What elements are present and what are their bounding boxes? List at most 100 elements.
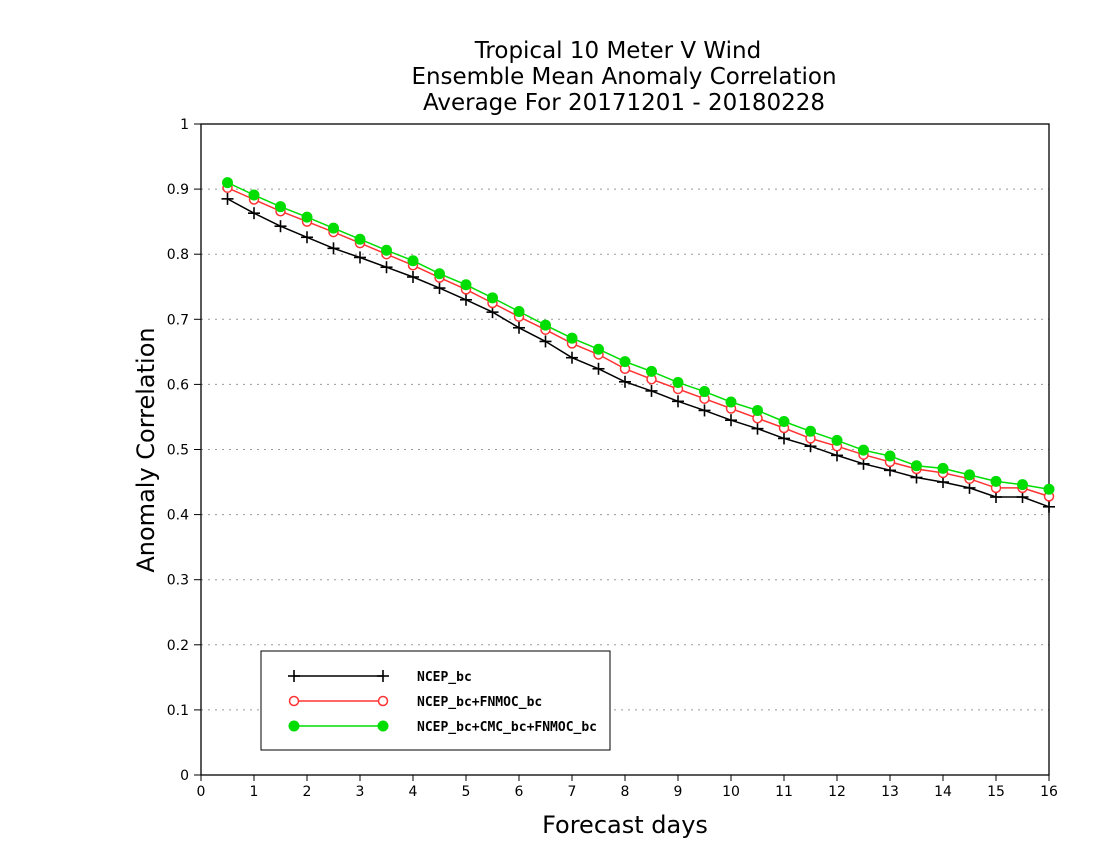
data-point <box>380 261 393 274</box>
data-point <box>539 335 552 348</box>
series-NCEP_bc <box>221 192 1055 513</box>
y-tick-label: 1 <box>180 117 189 133</box>
x-tick-label: 13 <box>881 784 899 800</box>
data-point <box>725 396 737 408</box>
chart-title-line-1: Tropical 10 Meter V Wind <box>474 38 761 64</box>
data-point <box>487 292 498 304</box>
data-point <box>460 279 472 291</box>
x-tick-label: 4 <box>409 784 418 800</box>
x-tick-label: 0 <box>197 784 206 800</box>
data-point <box>884 450 896 462</box>
chart-title-line-2: Ensemble Mean Anomaly Correlation <box>411 64 836 90</box>
x-tick-label: 12 <box>828 784 846 800</box>
legend-marker <box>288 695 300 707</box>
data-point <box>540 319 551 331</box>
data-point <box>698 404 711 417</box>
series-NCEP_bc+FNMOC_bc <box>222 182 1055 502</box>
data-point <box>301 211 313 223</box>
y-tick-label: 0.6 <box>167 377 189 393</box>
series-line <box>227 181 1050 490</box>
data-point <box>751 422 764 435</box>
data-point <box>513 305 525 317</box>
data-point <box>513 321 525 334</box>
data-point <box>354 251 366 264</box>
x-tick-label: 14 <box>934 784 952 800</box>
x-tick-label: 3 <box>356 784 365 800</box>
data-point <box>566 332 578 344</box>
x-tick-label: 6 <box>515 784 524 800</box>
data-point <box>805 425 816 437</box>
data-point <box>221 192 234 205</box>
x-tick-label: 11 <box>775 784 793 800</box>
x-tick-label: 2 <box>303 784 312 800</box>
legend-entry: NCEP_bc+FNMOC_bc <box>288 695 542 710</box>
data-point <box>248 207 260 220</box>
x-axis-title: Forecast days <box>542 811 708 839</box>
data-point <box>645 384 658 397</box>
y-tick-label: 0.3 <box>167 573 189 589</box>
data-point <box>248 189 260 201</box>
data-point <box>619 356 631 368</box>
data-point <box>407 270 419 283</box>
chart-title-line-3: Average For 20171201 - 20180228 <box>423 90 825 116</box>
y-tick-label: 0.5 <box>167 443 189 459</box>
data-point <box>1043 483 1055 495</box>
data-point <box>990 475 1002 487</box>
legend-marker <box>288 670 300 682</box>
data-point <box>381 244 392 256</box>
y-tick-label: 0.9 <box>167 182 189 198</box>
data-point <box>354 233 366 245</box>
axis-ticks: 00.10.20.30.40.50.60.70.80.910 1 2 3 4 5 6 7 8 9 1… <box>167 117 1058 800</box>
data-point <box>222 177 233 189</box>
data-point <box>1017 479 1028 491</box>
legend-marker <box>288 720 300 732</box>
series-layer <box>221 177 1055 513</box>
legend-entry: NCEP_bc <box>288 670 472 685</box>
y-tick-label: 0.1 <box>167 703 189 719</box>
data-point <box>407 255 419 267</box>
data-point <box>619 375 631 388</box>
data-point <box>725 414 737 427</box>
y-tick-label: 0.4 <box>167 508 189 524</box>
data-point <box>752 404 763 416</box>
data-point <box>831 434 843 446</box>
data-point <box>592 362 605 375</box>
x-tick-label: 7 <box>568 784 577 800</box>
data-point <box>433 282 446 295</box>
legend-label: NCEP_bc <box>417 670 472 685</box>
data-point <box>327 242 340 255</box>
grid-lines <box>201 188 1049 711</box>
series-line <box>227 187 1050 498</box>
legend-entry: NCEP_bc+CMC_bc+FNMOC_bc <box>288 720 597 735</box>
legend-label: NCEP_bc+FNMOC_bc <box>417 695 542 710</box>
data-point <box>672 395 684 408</box>
x-tick-label: 1 <box>250 784 259 800</box>
data-point <box>646 365 657 377</box>
x-tick-label: 15 <box>987 784 1005 800</box>
data-point <box>1043 500 1055 513</box>
x-tick-label: 8 <box>621 784 630 800</box>
y-tick-label: 0.8 <box>167 247 189 263</box>
y-tick-label: 0 <box>180 768 189 784</box>
legend: NCEP_bc NCEP_bc+FNMOC_bc NCEP_bc+CMC_bc+FN… <box>260 650 611 751</box>
data-point <box>672 376 684 388</box>
data-point <box>937 462 949 474</box>
legend-marker <box>377 695 389 707</box>
x-tick-label: 5 <box>462 784 471 800</box>
y-axis-title: Anomaly Correlation <box>132 327 160 572</box>
data-point <box>593 343 604 355</box>
data-point <box>301 231 313 244</box>
data-point <box>328 222 339 234</box>
data-point <box>699 386 710 398</box>
x-tick-label: 9 <box>674 784 683 800</box>
legend-marker <box>377 670 389 682</box>
y-tick-label: 0.7 <box>167 312 189 328</box>
data-point <box>275 201 286 213</box>
series-line <box>227 198 1050 508</box>
x-tick-label: 10 <box>722 784 740 800</box>
data-point <box>778 432 790 445</box>
data-point <box>566 351 578 364</box>
x-tick-label: 16 <box>1040 784 1058 800</box>
data-point <box>274 220 287 233</box>
series-NCEP_bc+CMC_bc+FNMOC_bc <box>222 177 1055 495</box>
